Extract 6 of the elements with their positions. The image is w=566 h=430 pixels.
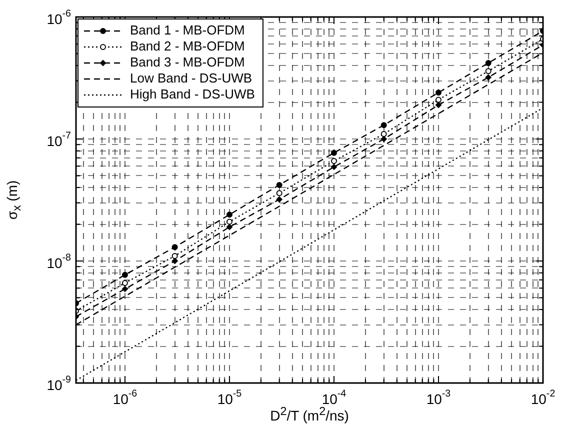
legend-label: High Band - DS-UWB [130,86,255,102]
legend-label: Low Band - DS-UWB [130,70,252,86]
legend-label: Band 1 - MB-OFDM [130,22,245,38]
x-axis-title: D$^{2}$/T (m$^{2}$/ns) [269,405,350,424]
legend-label: Band 2 - MB-OFDM [130,38,245,54]
legend-label: Band 3 - MB-OFDM [130,54,245,70]
